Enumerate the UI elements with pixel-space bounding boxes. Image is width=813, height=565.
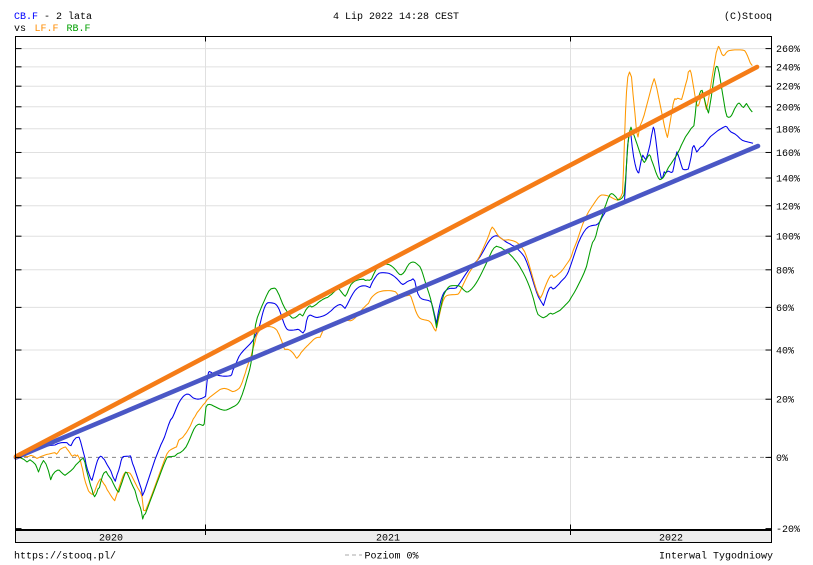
svg-text:180%: 180% xyxy=(776,125,800,136)
svg-text:40%: 40% xyxy=(776,347,794,358)
svg-text:120%: 120% xyxy=(776,202,800,213)
svg-text:2021: 2021 xyxy=(376,534,400,545)
svg-text:4 Lip 2022 14:28 CEST: 4 Lip 2022 14:28 CEST xyxy=(333,11,459,23)
svg-text:20%: 20% xyxy=(776,396,794,407)
svg-text:https://stooq.pl/: https://stooq.pl/ xyxy=(14,551,116,563)
svg-text:200%: 200% xyxy=(776,103,800,114)
svg-text:-20%: -20% xyxy=(776,525,800,536)
svg-text:260%: 260% xyxy=(776,45,800,56)
svg-text:80%: 80% xyxy=(776,266,794,277)
svg-text:vs: vs xyxy=(14,24,26,35)
svg-text:160%: 160% xyxy=(776,149,800,160)
svg-text:240%: 240% xyxy=(776,63,800,74)
svg-text:CB.F: CB.F xyxy=(14,12,38,23)
svg-text:- 2 lata: - 2 lata xyxy=(44,11,92,23)
svg-text:2020: 2020 xyxy=(99,534,123,545)
svg-text:LF.F: LF.F xyxy=(35,24,59,35)
svg-text:220%: 220% xyxy=(776,83,800,94)
svg-text:RB.F: RB.F xyxy=(67,24,91,35)
svg-text:2022: 2022 xyxy=(659,534,683,545)
svg-text:Interwal Tygodniowy: Interwal Tygodniowy xyxy=(659,551,773,563)
svg-text:(C)Stooq: (C)Stooq xyxy=(724,11,772,23)
svg-text:Poziom 0%: Poziom 0% xyxy=(365,551,419,563)
svg-text:0%: 0% xyxy=(776,454,788,465)
svg-text:60%: 60% xyxy=(776,304,794,315)
svg-text:140%: 140% xyxy=(776,175,800,186)
svg-text:100%: 100% xyxy=(776,233,800,244)
